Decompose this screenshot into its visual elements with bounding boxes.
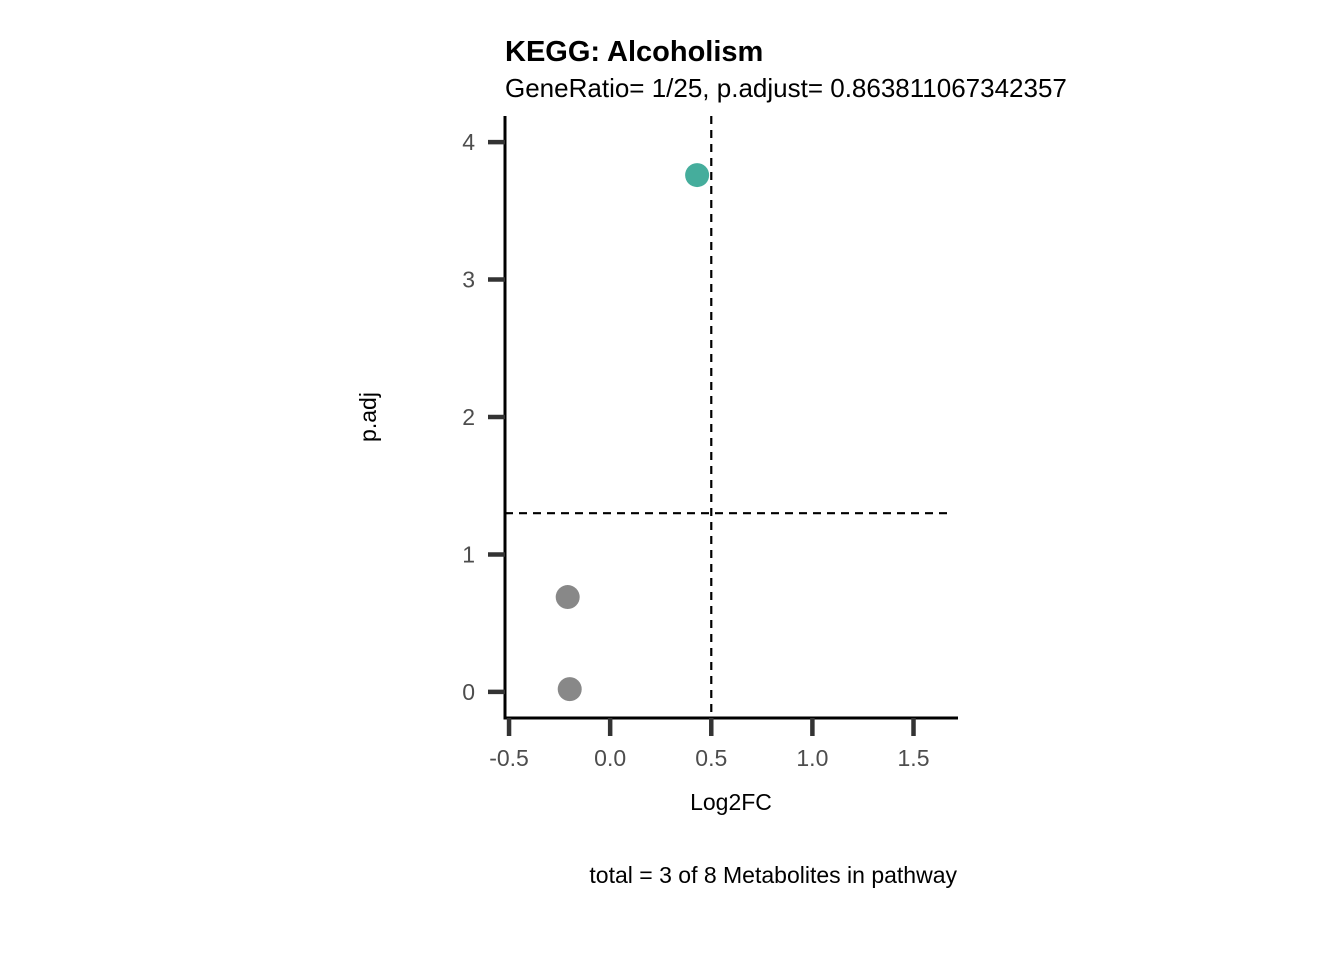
- y-tick-label: 4: [462, 129, 475, 155]
- x-axis-label: Log2FC: [690, 789, 772, 815]
- x-tick-label: 1.5: [898, 745, 930, 771]
- y-tick-label: 1: [462, 541, 475, 567]
- x-axis-ticks: -0.5 0.0 0.5 1.0 1.5: [489, 718, 930, 771]
- chart-title: KEGG: Alcoholism: [505, 36, 763, 68]
- data-point-2: [557, 677, 582, 702]
- x-tick-label: 0.0: [594, 745, 626, 771]
- data-point-0: [685, 163, 710, 188]
- y-axis-ticks: 0 1 2 3 4: [462, 129, 505, 705]
- x-tick-label: 0.5: [695, 745, 727, 771]
- y-tick-label: 3: [462, 267, 475, 293]
- x-tick-label: -0.5: [489, 745, 529, 771]
- y-axis-label: p.adj: [355, 392, 381, 442]
- data-points: [555, 163, 710, 702]
- threshold-lines: [505, 116, 950, 718]
- y-tick-label: 2: [462, 404, 475, 430]
- chart-caption: total = 3 of 8 Metabolites in pathway: [589, 862, 957, 888]
- x-tick-label: 1.0: [796, 745, 828, 771]
- data-point-1: [555, 585, 580, 610]
- chart-subtitle: GeneRatio= 1/25, p.adjust= 0.86381106734…: [505, 73, 1067, 103]
- y-tick-label: 0: [462, 679, 475, 705]
